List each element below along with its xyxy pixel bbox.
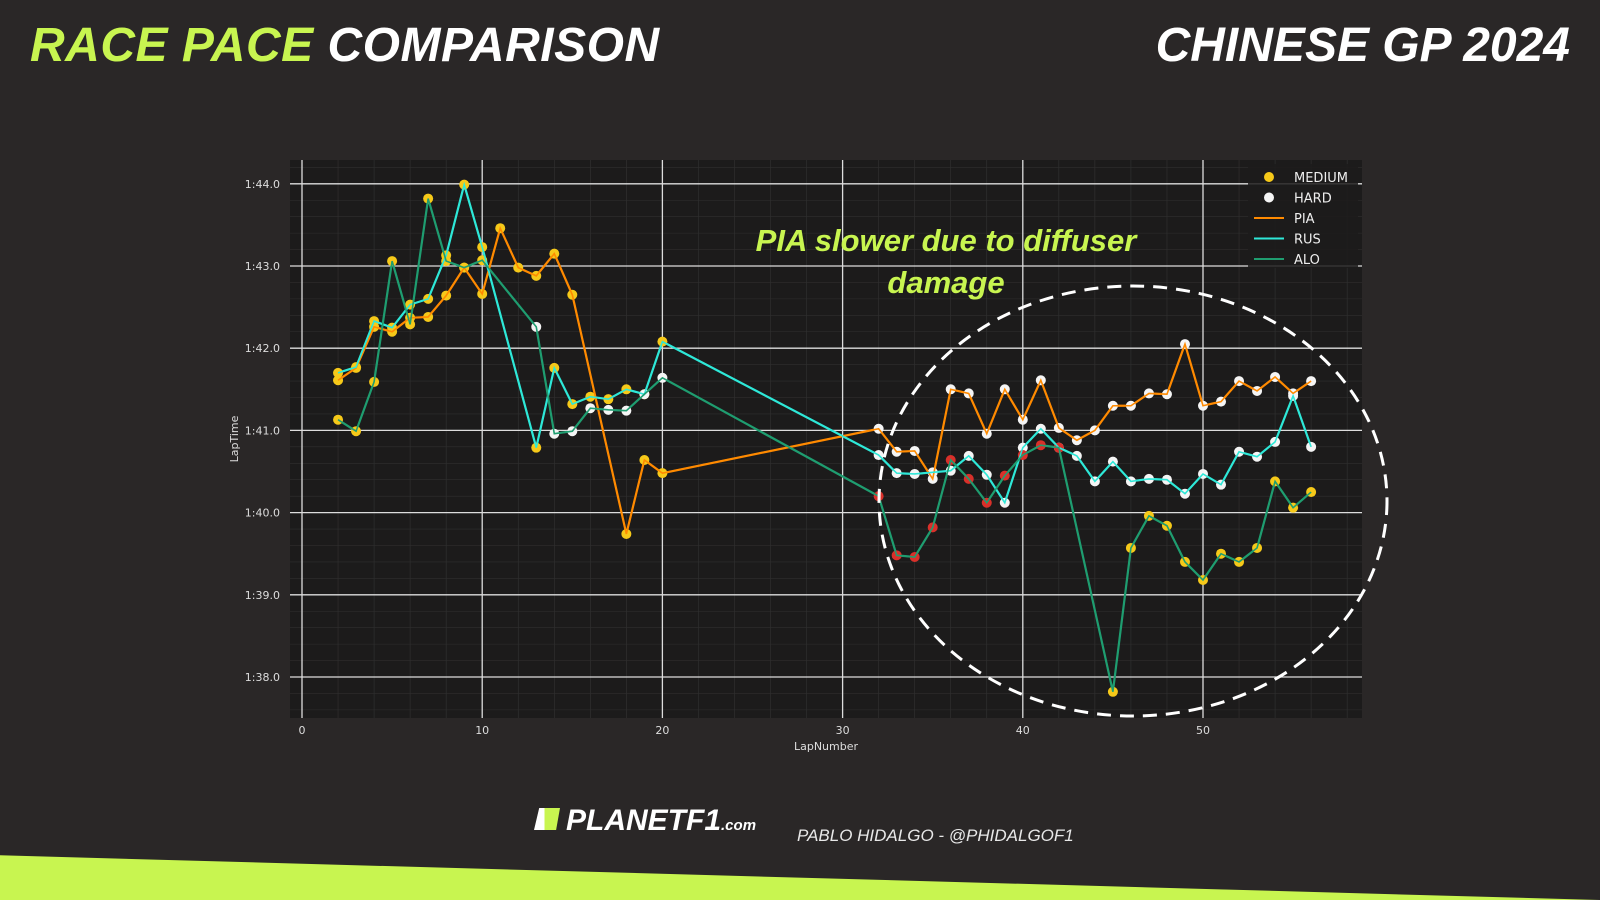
annotation-text-line1: PIA slower due to diffuser xyxy=(756,223,1139,258)
legend-box xyxy=(1248,164,1358,268)
series-line-overlay-rus xyxy=(337,181,1312,505)
y-tick-label: 1:38.0 xyxy=(245,671,280,684)
planetf1-logo: PLANETF1 .com xyxy=(534,804,756,838)
logo-suffix: .com xyxy=(721,817,757,834)
x-tick-label: 40 xyxy=(1016,724,1030,737)
x-tick-label: 30 xyxy=(836,724,850,737)
legend-label: PIA xyxy=(1294,212,1315,227)
y-axis-label: LapTime xyxy=(228,415,241,462)
y-tick-label: 1:40.0 xyxy=(245,507,280,520)
y-tick-label: 1:42.0 xyxy=(245,342,280,355)
legend-label: ALO xyxy=(1294,253,1320,268)
y-tick-label: 1:39.0 xyxy=(245,589,280,602)
x-axis-label: LapNumber xyxy=(794,740,859,753)
x-tick-label: 20 xyxy=(655,724,669,737)
highlight-ellipse xyxy=(877,284,1389,718)
legend: MEDIUM HARD PIA RUS ALO xyxy=(1248,164,1358,268)
legend-label: RUS xyxy=(1294,233,1321,248)
x-tick-label: 10 xyxy=(475,724,489,737)
x-tick-label: 0 xyxy=(299,724,306,737)
logo-text: PLANETF1 xyxy=(566,804,722,837)
legend-label: HARD xyxy=(1294,192,1332,207)
series-line-overlay-alo xyxy=(337,198,1312,692)
series-line-overlay-pia xyxy=(337,225,1312,535)
y-tick-label: 1:43.0 xyxy=(245,260,280,273)
page-title: RACE PACE COMPARISON xyxy=(30,18,660,73)
annotation-text-line2: damage xyxy=(887,265,1004,300)
x-tick-label: 50 xyxy=(1196,724,1210,737)
author-credit: PABLO HIDALGO - @PHIDALGOF1 xyxy=(797,826,1074,845)
y-tick-label: 1:41.0 xyxy=(245,424,280,437)
legend-marker-medium xyxy=(1264,172,1274,182)
legend-label: MEDIUM xyxy=(1294,171,1348,186)
y-tick-label: 1:44.0 xyxy=(245,178,280,191)
logo-flag-icon xyxy=(534,808,560,830)
event-title: CHINESE GP 2024 xyxy=(1155,19,1570,72)
legend-marker-hard xyxy=(1264,192,1274,203)
title-accent: RACE PACE xyxy=(30,19,314,72)
title-rest: COMPARISON xyxy=(327,19,660,72)
